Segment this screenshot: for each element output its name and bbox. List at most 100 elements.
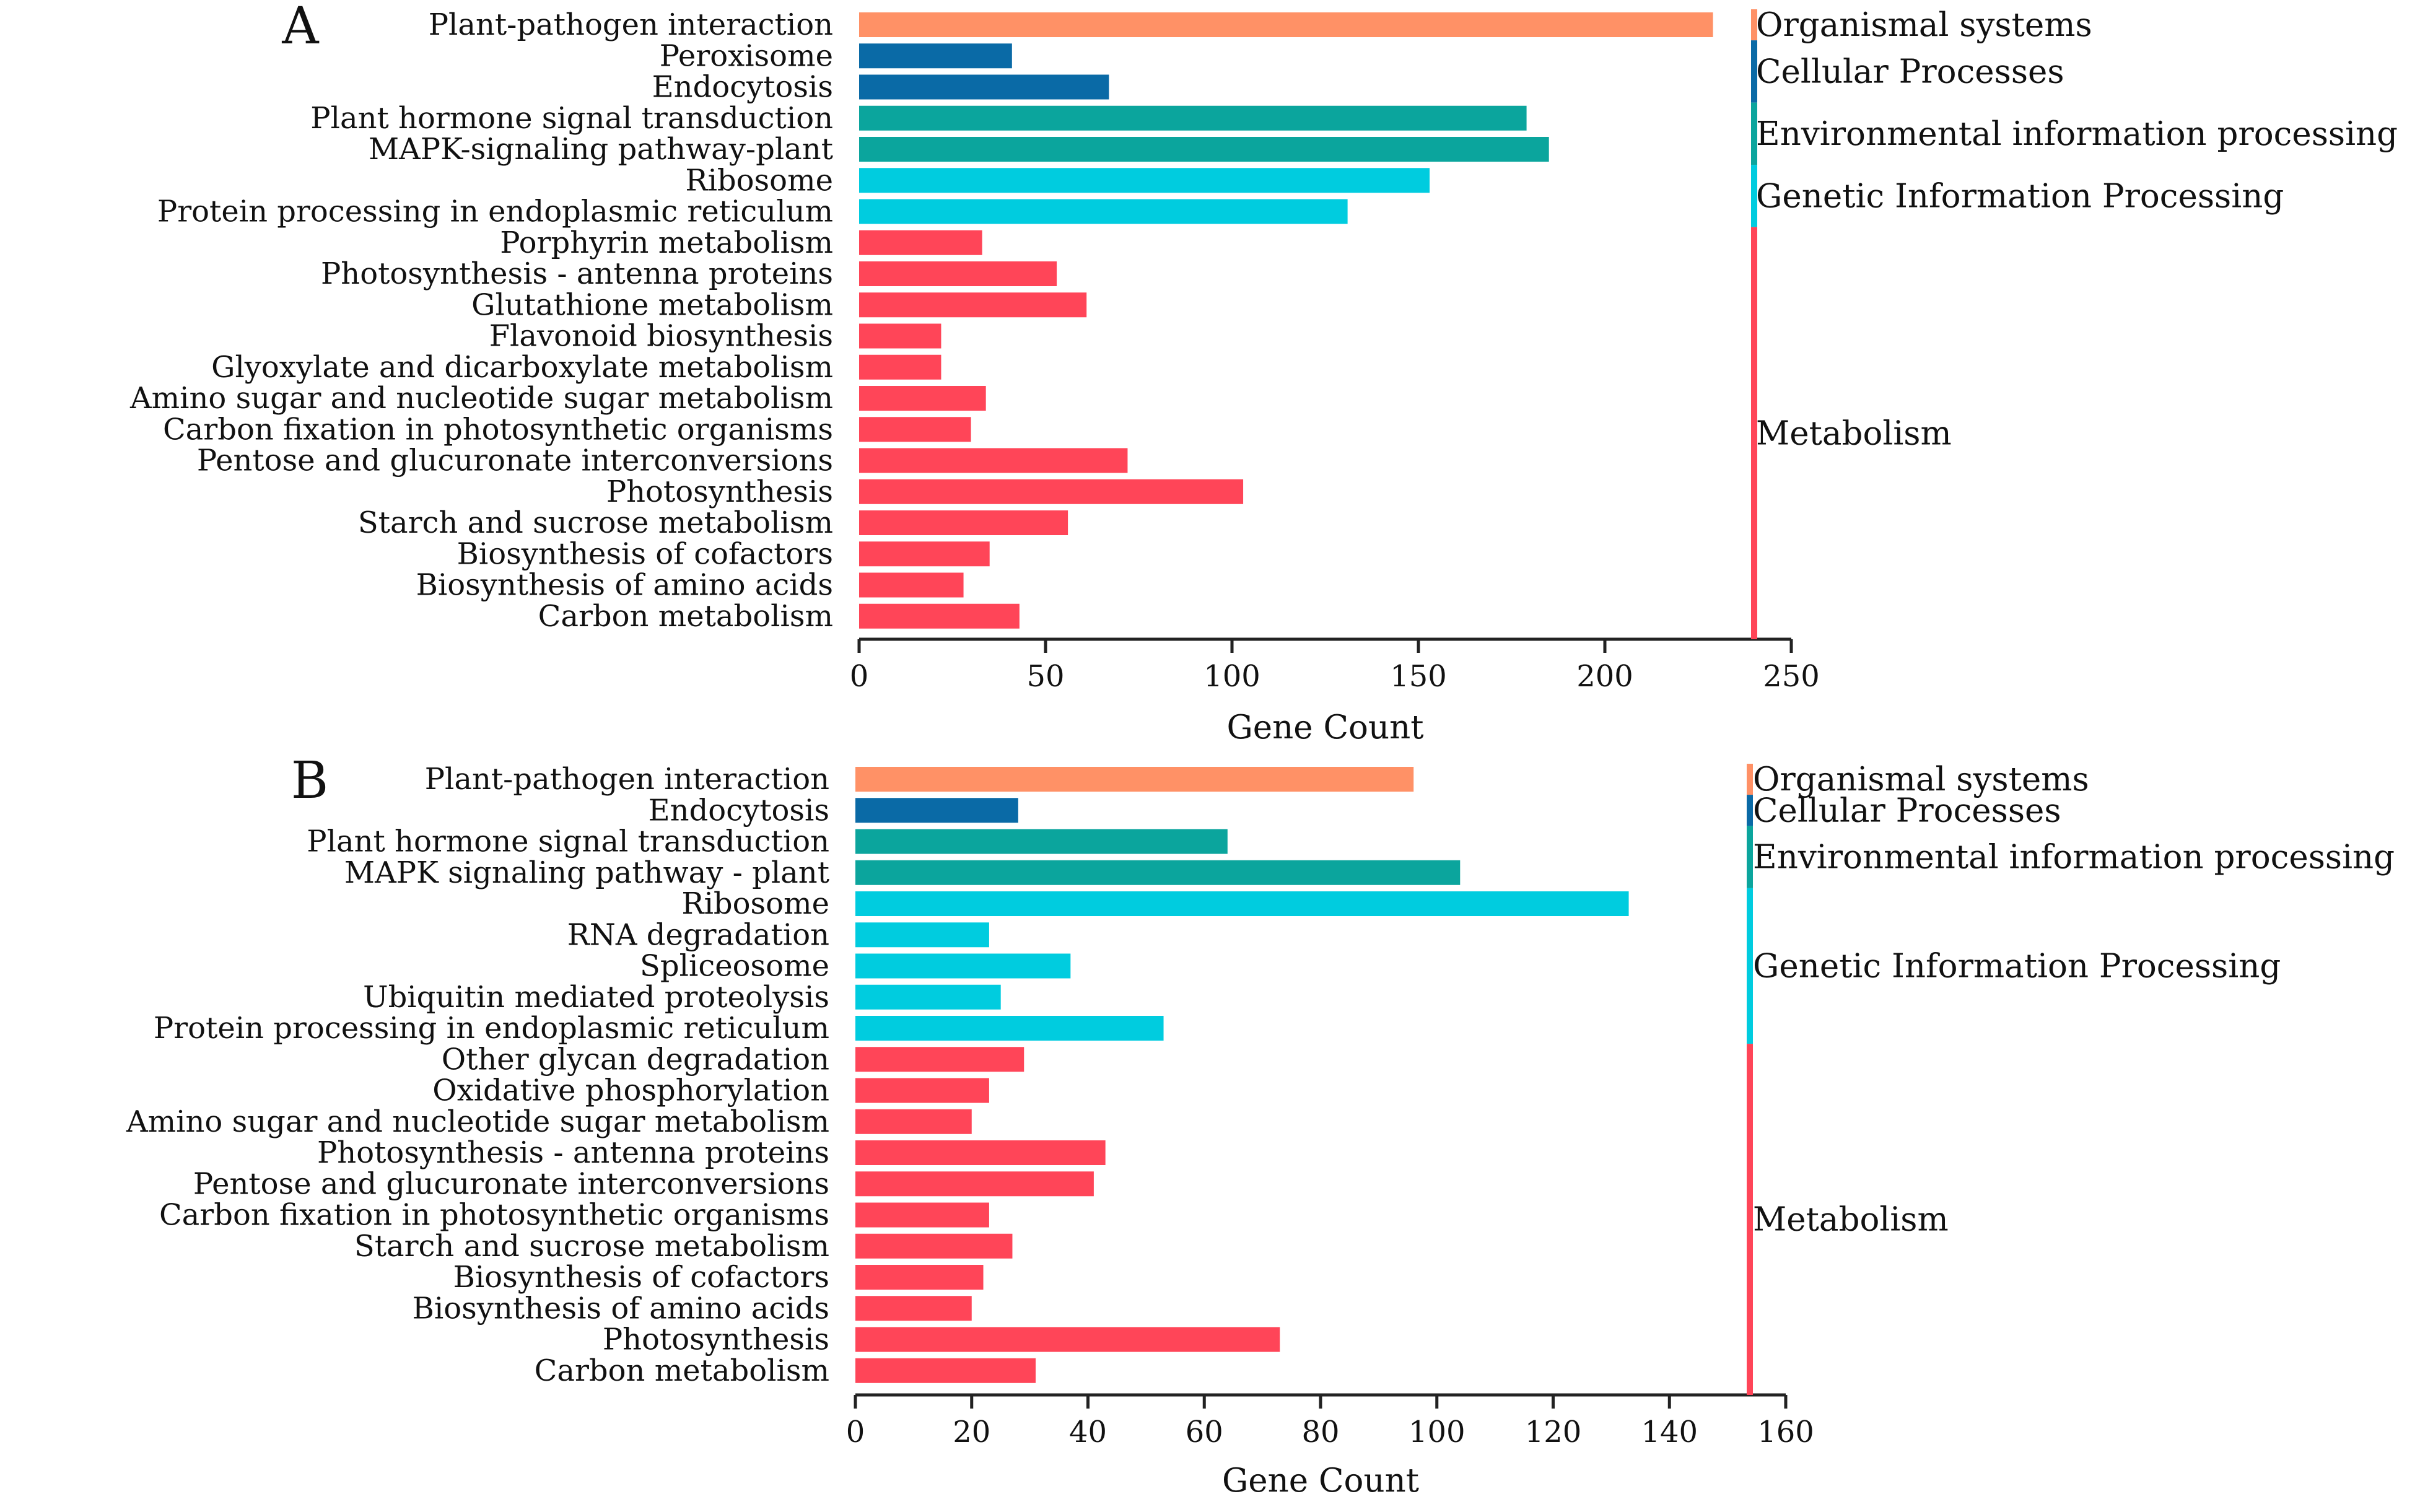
panel-a: A Plant-pathogen interactionPeroxisomeEnd…	[129, 0, 2398, 746]
panel-b: B Plant-pathogen interactionEndocytosisPl…	[126, 751, 2395, 1500]
bar	[855, 891, 1629, 916]
category-label: MAPK signaling pathway - plant	[344, 855, 829, 890]
bar	[855, 860, 1461, 885]
bar	[855, 829, 1228, 854]
group-label: Genetic Information Processing	[1756, 177, 2284, 215]
bar	[855, 798, 1018, 823]
category-label: Biosynthesis of amino acids	[413, 1291, 829, 1326]
category-label: Biosynthesis of cofactors	[457, 536, 833, 571]
bar	[859, 230, 982, 255]
x-axis-title: Gene Count	[1222, 1462, 1419, 1500]
panel-letter: A	[281, 0, 320, 56]
bar	[855, 1265, 984, 1290]
x-tick-label: 120	[1525, 1415, 1582, 1449]
group-strip	[1751, 102, 1757, 165]
bar	[859, 479, 1244, 504]
x-tick-label: 40	[1069, 1415, 1107, 1449]
bar	[859, 448, 1128, 473]
bar	[855, 1233, 1013, 1259]
bar	[859, 603, 1020, 629]
group-strip	[1747, 764, 1753, 795]
bar	[859, 199, 1348, 224]
bar	[859, 74, 1109, 100]
category-label: Carbon fixation in photosynthetic organi…	[163, 412, 833, 447]
bar	[855, 1358, 1036, 1383]
category-label: Peroxisome	[660, 38, 833, 73]
category-label: Ubiquitin mediated proteolysis	[363, 980, 829, 1015]
group-strip	[1747, 826, 1753, 888]
group-label: Organismal systems	[1753, 761, 2089, 798]
category-label: Starch and sucrose metabolism	[354, 1229, 829, 1264]
bar	[855, 922, 989, 948]
category-label: Plant hormone signal transduction	[307, 824, 829, 859]
x-tick-label: 200	[1576, 659, 1633, 694]
bar	[859, 354, 941, 380]
group-strip	[1751, 165, 1757, 227]
category-label: Other glycan degradation	[442, 1042, 829, 1077]
bar	[855, 1047, 1024, 1072]
x-tick-label: 150	[1390, 659, 1447, 694]
group-label: Metabolism	[1756, 414, 1952, 452]
group-label: Cellular Processes	[1753, 792, 2061, 829]
bar	[855, 1078, 989, 1103]
category-label: Porphyrin metabolism	[500, 225, 833, 260]
x-tick-label: 60	[1186, 1415, 1223, 1449]
bar	[859, 137, 1549, 162]
bar	[855, 767, 1414, 792]
x-tick-label: 100	[1203, 659, 1260, 694]
category-label: Amino sugar and nucleotide sugar metabol…	[129, 381, 833, 416]
category-label: Pentose and glucuronate interconversions	[197, 444, 833, 478]
category-label: Ribosome	[685, 163, 833, 198]
group-label: Metabolism	[1753, 1201, 1949, 1239]
x-tick-label: 0	[846, 1415, 865, 1449]
category-label: Plant hormone signal transduction	[310, 101, 833, 136]
bar	[855, 1140, 1106, 1165]
category-label: MAPK-signaling pathway-plant	[369, 132, 833, 167]
category-label: Glutathione metabolism	[471, 287, 833, 322]
x-tick-label: 160	[1757, 1415, 1814, 1449]
category-label: Photosynthesis - antenna proteins	[321, 256, 833, 291]
bar	[855, 1327, 1280, 1352]
bar	[859, 12, 1713, 37]
bar	[859, 105, 1527, 131]
group-label: Cellular Processes	[1756, 53, 2064, 90]
bar	[859, 510, 1068, 535]
category-label: Spliceosome	[640, 949, 829, 984]
group-label: Genetic Information Processing	[1753, 948, 2281, 985]
panel-letter: B	[291, 751, 328, 810]
category-label: Biosynthesis of amino acids	[416, 568, 833, 603]
group-strip	[1751, 9, 1757, 41]
x-tick-label: 250	[1763, 659, 1820, 694]
x-tick-label: 20	[953, 1415, 990, 1449]
bar	[855, 1109, 972, 1134]
bar	[855, 1016, 1164, 1041]
bar	[859, 261, 1057, 286]
category-label: Flavonoid biosynthesis	[489, 319, 833, 354]
bar	[859, 572, 964, 598]
group-strip	[1747, 795, 1753, 826]
category-label: Endocytosis	[649, 793, 829, 828]
bar	[855, 1296, 972, 1321]
bar	[859, 541, 990, 567]
category-label: Biosynthesis of cofactors	[453, 1260, 829, 1295]
x-tick-label: 140	[1641, 1415, 1698, 1449]
category-label: Glyoxylate and dicarboxylate metabolism	[211, 350, 833, 385]
bar	[859, 43, 1012, 69]
bar	[855, 1202, 989, 1228]
bar	[859, 323, 941, 349]
bar	[855, 1171, 1094, 1197]
category-label: Photosynthesis - antenna proteins	[317, 1135, 829, 1170]
group-strip	[1747, 1044, 1753, 1395]
category-label: Plant-pathogen interaction	[429, 7, 833, 42]
category-label: Photosynthesis	[606, 474, 833, 509]
group-label: Environmental information processing	[1756, 115, 2398, 153]
bar	[855, 984, 1001, 1010]
x-tick-label: 0	[850, 659, 869, 694]
bar	[855, 953, 1071, 979]
category-label: Plant-pathogen interaction	[425, 762, 829, 797]
category-label: Carbon fixation in photosynthetic organi…	[159, 1198, 829, 1233]
category-label: Endocytosis	[652, 70, 833, 105]
category-label: Pentose and glucuronate interconversions	[193, 1166, 829, 1201]
category-label: Starch and sucrose metabolism	[358, 505, 833, 540]
